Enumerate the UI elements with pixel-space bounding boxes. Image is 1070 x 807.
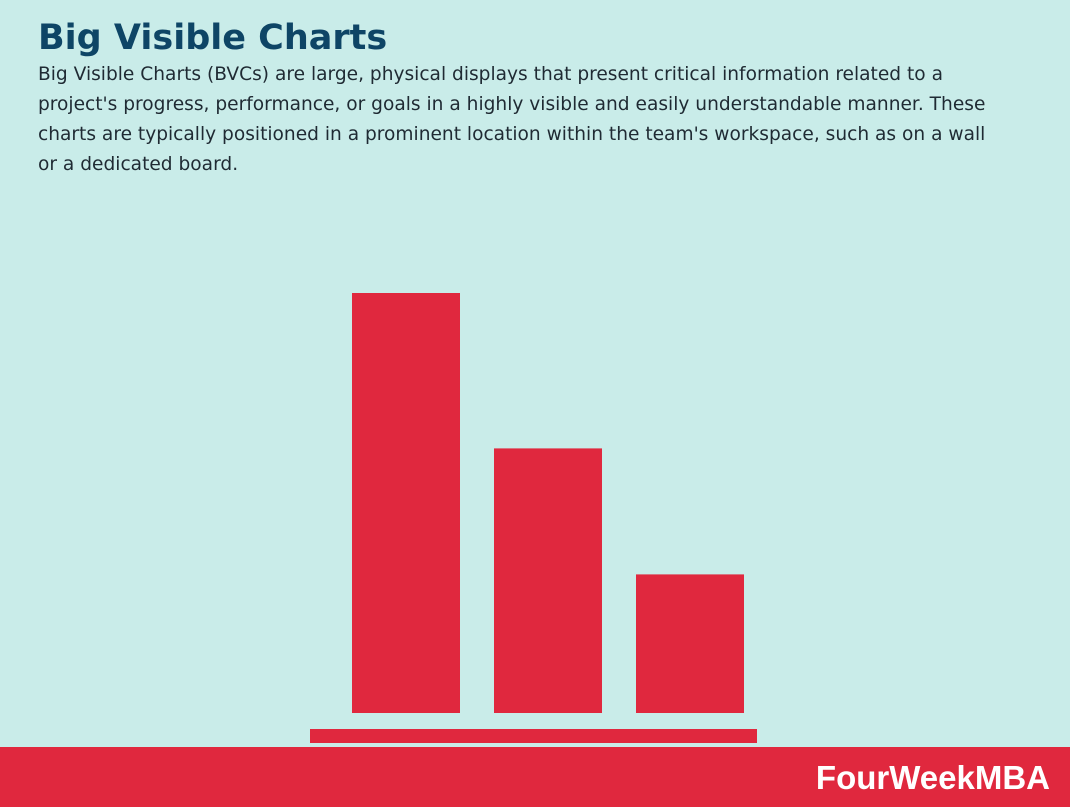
page-description: Big Visible Charts (BVCs) are large, phy… bbox=[38, 64, 986, 175]
page-title: Big Visible Charts bbox=[38, 18, 388, 58]
bar-2 bbox=[494, 448, 602, 713]
bar-1 bbox=[352, 293, 460, 713]
bar-3 bbox=[636, 574, 744, 713]
header: Big Visible Charts Big Visible Charts (B… bbox=[38, 16, 1018, 180]
footer-bar: FourWeekMBA bbox=[0, 747, 1070, 807]
chart-baseline bbox=[310, 729, 757, 743]
brand-logo-text: FourWeekMBA bbox=[815, 759, 1050, 796]
